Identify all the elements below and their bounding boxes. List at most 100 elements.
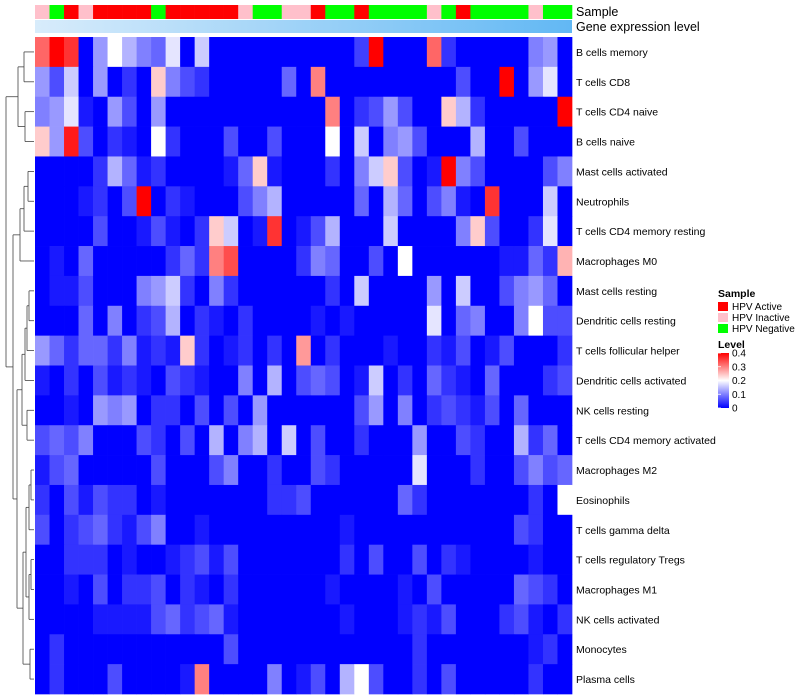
- heatmap-cell: [151, 246, 166, 277]
- heatmap-cell: [238, 275, 254, 307]
- heatmap-cell: [252, 186, 268, 217]
- sample-annotation-cell: [441, 5, 457, 19]
- heatmap-cell: [499, 395, 515, 426]
- heatmap-cell: [542, 186, 558, 217]
- heatmap-cell: [281, 126, 297, 157]
- heatmap-cell: [383, 634, 399, 665]
- row-label: Macrophages M0: [576, 256, 657, 268]
- heatmap-cell: [93, 246, 108, 277]
- heatmap-cell: [64, 66, 79, 98]
- heatmap-cell: [397, 275, 413, 307]
- heatmap-cell: [484, 126, 500, 157]
- heatmap-cell: [455, 216, 471, 247]
- heatmap-cell: [35, 126, 50, 157]
- heatmap-cell: [339, 66, 355, 98]
- heatmap-cell: [136, 544, 152, 575]
- heatmap-cell: [339, 514, 355, 546]
- heatmap-cell: [354, 37, 370, 68]
- heatmap-cell: [49, 544, 65, 575]
- heatmap-cell: [310, 604, 326, 635]
- heatmap-cell: [107, 544, 123, 575]
- heatmap-cell: [78, 574, 94, 605]
- heatmap-cell: [238, 305, 254, 336]
- heatmap-cell: [238, 425, 254, 456]
- heatmap-cell: [339, 425, 355, 456]
- heatmap-cell: [180, 305, 195, 336]
- sample-annotation-cell: [194, 5, 210, 19]
- heatmap-cell: [64, 604, 79, 635]
- heatmap-cell: [252, 395, 268, 426]
- heatmap-cell: [151, 96, 166, 127]
- heatmap-cell: [165, 216, 181, 247]
- heatmap-cell: [35, 305, 50, 336]
- heatmap-cell: [542, 156, 558, 187]
- heatmap-cell: [484, 664, 500, 695]
- heatmap-cell: [151, 365, 166, 396]
- heatmap-cell: [513, 544, 529, 575]
- level-tick-label: 0.1: [732, 390, 746, 401]
- heatmap-cell: [513, 305, 529, 336]
- heatmap-cell: [470, 604, 486, 635]
- heatmap-cell: [194, 246, 210, 277]
- legend-swatch-hpv-negative: [718, 324, 728, 333]
- heatmap-cell: [267, 484, 283, 516]
- heatmap-cell: [267, 246, 283, 277]
- heatmap-cell: [252, 246, 268, 277]
- heatmap-cell: [122, 604, 137, 635]
- heatmap-cell: [194, 664, 210, 695]
- sample-annotation-bar: [35, 5, 573, 19]
- heatmap-cell: [383, 365, 399, 396]
- heatmap-cell: [426, 156, 442, 187]
- heatmap-cell: [252, 634, 268, 665]
- heatmap-cell: [78, 425, 94, 456]
- heatmap-cell: [542, 484, 558, 516]
- heatmap-cell: [93, 156, 108, 187]
- heatmap-cell: [499, 96, 515, 127]
- heatmap-cell: [180, 246, 195, 277]
- heatmap-cell: [165, 574, 181, 605]
- heatmap-cell: [93, 664, 108, 695]
- heatmap-cell: [455, 37, 471, 68]
- heatmap-cell: [325, 335, 341, 366]
- heatmap-cell: [252, 216, 268, 247]
- heatmap-cell: [78, 335, 94, 366]
- heatmap-cell: [325, 66, 341, 98]
- heatmap-cell: [325, 126, 341, 157]
- heatmap-cell: [542, 96, 558, 127]
- heatmap-cell: [528, 246, 544, 277]
- heatmap-cell: [368, 126, 384, 157]
- heatmap-cell: [78, 514, 94, 546]
- sample-annotation-cell: [383, 5, 399, 19]
- heatmap-cell: [528, 574, 544, 605]
- heatmap-cell: [122, 664, 137, 695]
- heatmap-cell: [180, 574, 195, 605]
- heatmap-cell: [397, 246, 413, 277]
- row-label: T cells regulatory Tregs: [576, 555, 685, 567]
- heatmap-cell: [354, 484, 370, 516]
- heatmap-cell: [252, 484, 268, 516]
- heatmap-cell: [455, 455, 471, 486]
- heatmap-cell: [136, 634, 152, 665]
- sample-annotation-cell: [325, 5, 341, 19]
- heatmap-cell: [325, 634, 341, 665]
- heatmap-cell: [325, 664, 341, 695]
- heatmap-cell: [455, 604, 471, 635]
- heatmap-cell: [528, 186, 544, 217]
- heatmap-cell: [484, 66, 500, 98]
- heatmap-cell: [354, 574, 370, 605]
- heatmap-cell: [252, 335, 268, 366]
- heatmap-cell: [107, 246, 123, 277]
- heatmap-cell: [397, 455, 413, 486]
- heatmap-cell: [557, 544, 573, 575]
- heatmap-cell: [165, 186, 181, 217]
- heatmap-cell: [354, 335, 370, 366]
- heatmap-cell: [194, 455, 210, 486]
- heatmap-cell: [383, 425, 399, 456]
- sample-annotation-cell: [296, 5, 312, 19]
- sample-annotation-cell: [542, 5, 558, 19]
- heatmap-cell: [383, 604, 399, 635]
- heatmap-cell: [368, 514, 384, 546]
- heatmap-cell: [412, 484, 428, 516]
- heatmap-cell: [528, 335, 544, 366]
- heatmap-cell: [354, 126, 370, 157]
